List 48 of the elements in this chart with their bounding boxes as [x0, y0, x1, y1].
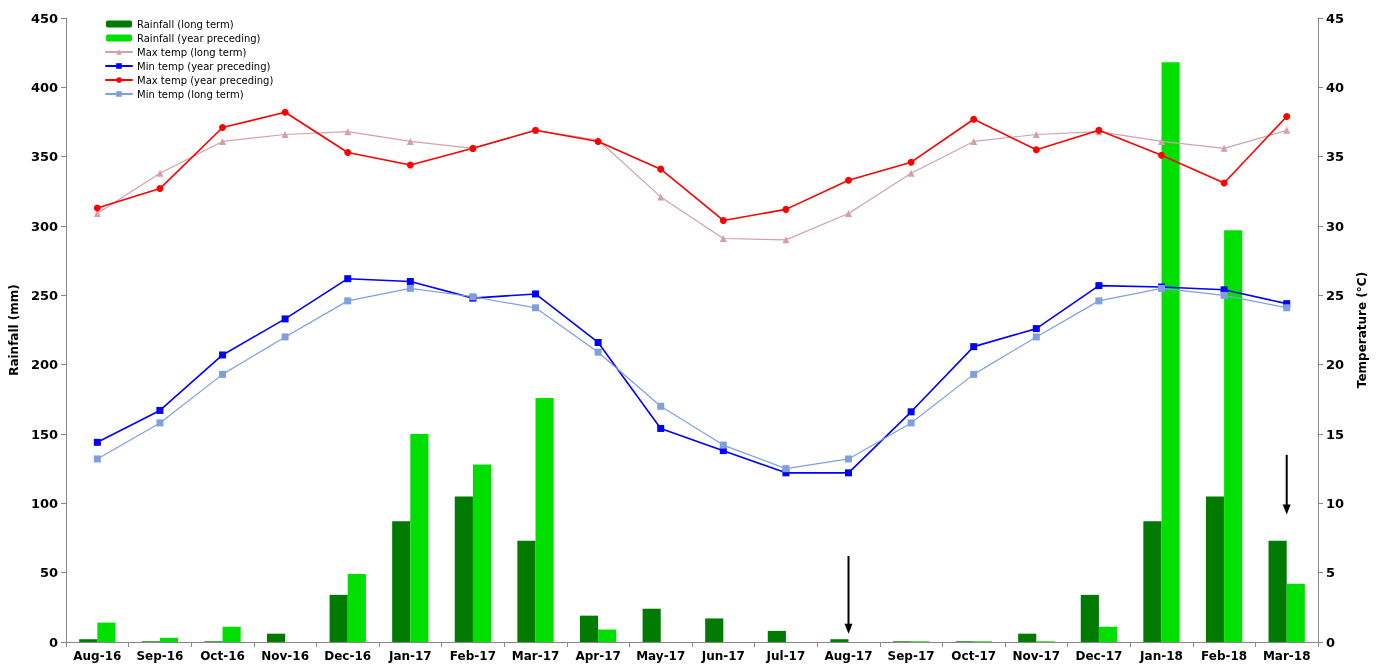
- legend-label: Min temp (long term): [137, 88, 244, 100]
- y-tick-label: 300: [30, 218, 59, 234]
- y-tick-label: 400: [30, 79, 59, 95]
- x-tick-label: Sep-16: [136, 649, 184, 663]
- x-tick-label: Mar-17: [511, 649, 560, 663]
- x-tick-label: Jun-17: [700, 649, 745, 663]
- y-tick-label: 150: [30, 426, 59, 442]
- x-tick-label: Jul-17: [765, 649, 806, 663]
- y2-tick-label: 35: [1326, 149, 1345, 165]
- legend-label: Max temp (year preceding): [137, 74, 274, 86]
- y-tick-label: 200: [30, 357, 59, 373]
- y2-tick-label: 15: [1326, 426, 1345, 442]
- legend-label: Rainfall (long term): [137, 18, 234, 30]
- x-tick-label: Oct-17: [951, 649, 997, 663]
- x-tick-label: Feb-18: [1201, 649, 1248, 663]
- y-tick-label: 250: [30, 287, 59, 303]
- y-tick-label: 450: [30, 10, 59, 26]
- y2-tick-label: 40: [1326, 79, 1345, 95]
- y2-tick-label: 25: [1326, 287, 1345, 303]
- x-tick-label: Mar-18: [1262, 649, 1311, 663]
- x-tick-label: Aug-17: [824, 649, 873, 663]
- y2-tick-label: 5: [1326, 565, 1336, 581]
- x-tick-label: Dec-17: [1075, 649, 1123, 663]
- x-tick-label: May-17: [636, 649, 686, 663]
- legend-label: Rainfall (year preceding): [137, 32, 261, 44]
- x-tick-label: Nov-17: [1012, 649, 1061, 663]
- y-axis-title: Rainfall (mm): [7, 284, 21, 376]
- legend-label: Max temp (long term): [137, 46, 247, 58]
- legend-label: Min temp (year preceding): [137, 60, 271, 72]
- y-tick-label: 50: [39, 565, 59, 581]
- y-tick-label: 0: [48, 634, 59, 650]
- y2-tick-label: 45: [1326, 10, 1345, 26]
- x-tick-label: Oct-16: [200, 649, 245, 663]
- x-tick-label: Jan-17: [387, 649, 432, 663]
- x-tick-label: Jan-18: [1139, 649, 1183, 663]
- x-tick-label: Feb-17: [449, 649, 496, 663]
- x-tick-label: Nov-16: [261, 649, 310, 663]
- y2-axis-title: Temperature (°C): [1355, 271, 1369, 389]
- y-tick-label: 100: [30, 495, 59, 511]
- y-tick-label: 350: [30, 149, 59, 165]
- y2-tick-label: 20: [1326, 357, 1345, 373]
- y2-tick-label: 0: [1326, 634, 1336, 650]
- x-tick-label: Sep-17: [887, 649, 935, 663]
- y2-tick-label: 10: [1326, 495, 1345, 511]
- x-tick-label: Dec-16: [324, 649, 372, 663]
- x-tick-label: Apr-17: [575, 649, 621, 663]
- x-tick-label: Aug-16: [73, 649, 122, 663]
- y2-tick-label: 30: [1326, 218, 1345, 234]
